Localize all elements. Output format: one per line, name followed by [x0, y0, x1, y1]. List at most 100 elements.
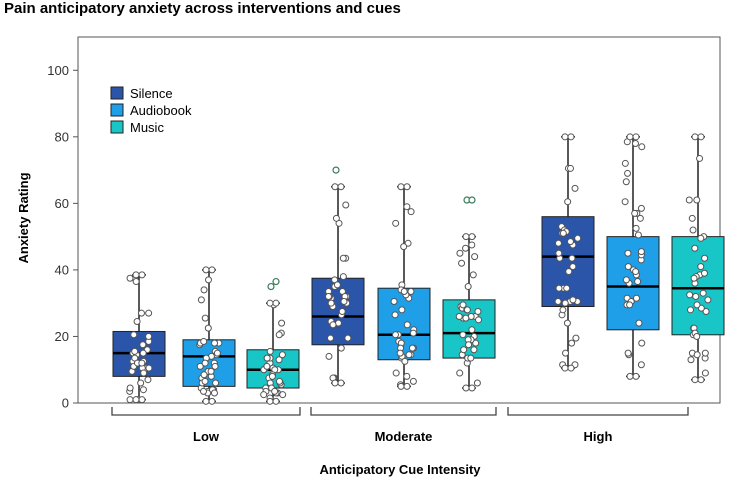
data-point	[624, 249, 632, 257]
data-point	[137, 309, 145, 317]
data-point	[693, 301, 701, 309]
data-point	[462, 233, 470, 241]
data-point	[139, 386, 147, 394]
data-point	[468, 384, 476, 392]
data-point	[559, 229, 567, 237]
data-point	[401, 357, 409, 365]
data-point	[333, 281, 341, 289]
data-point	[470, 346, 478, 354]
box-music-low	[246, 277, 300, 405]
data-point	[632, 268, 640, 276]
legend-swatch	[110, 103, 124, 117]
data-point	[200, 387, 208, 395]
data-point	[687, 356, 695, 364]
box-iqr	[671, 236, 725, 336]
box-iqr	[182, 339, 236, 387]
data-point	[563, 284, 571, 292]
data-point	[396, 349, 404, 357]
data-point	[637, 248, 645, 256]
data-point	[701, 349, 709, 357]
data-point	[397, 382, 405, 390]
box-iqr	[606, 236, 660, 331]
group-label-low: Low	[193, 429, 220, 444]
data-point	[400, 243, 408, 251]
data-point	[339, 254, 347, 262]
bracket-low: Low	[111, 407, 301, 444]
data-point	[205, 276, 213, 284]
data-point	[473, 379, 481, 387]
data-point	[272, 397, 280, 405]
data-point	[624, 263, 632, 271]
data-point	[462, 244, 470, 252]
group-brackets: Low Moderate High	[111, 407, 689, 444]
data-point	[204, 324, 212, 332]
y-tick-label-80: 80	[55, 129, 69, 144]
data-point	[266, 397, 274, 405]
y-tick-label-20: 20	[55, 329, 69, 344]
box-audiobook-high	[606, 133, 660, 380]
data-point	[633, 294, 641, 302]
data-point	[691, 376, 699, 384]
data-point	[632, 372, 640, 380]
data-point	[691, 244, 699, 252]
data-point	[561, 364, 569, 372]
data-point	[635, 319, 643, 327]
data-point	[337, 183, 345, 191]
data-point	[567, 133, 575, 141]
data-point	[700, 269, 708, 277]
data-point	[196, 362, 204, 370]
data-point	[691, 133, 699, 141]
data-point	[208, 266, 216, 274]
data-point	[696, 154, 704, 162]
data-point	[568, 339, 576, 347]
data-point	[126, 384, 134, 392]
data-point	[130, 331, 138, 339]
data-point	[562, 349, 570, 357]
box-audiobook-moderate	[377, 183, 431, 390]
box-series	[112, 133, 725, 405]
legend-label: Silence	[130, 86, 173, 101]
data-point	[131, 347, 139, 355]
y-tick-label-100: 100	[47, 63, 69, 78]
box-silence-high	[541, 133, 595, 372]
data-point	[701, 369, 709, 377]
data-point	[559, 306, 567, 314]
data-point	[202, 397, 210, 405]
data-point	[266, 347, 274, 355]
legend-item-silence: Silence	[110, 86, 173, 101]
data-point	[555, 249, 563, 257]
data-point	[327, 299, 335, 307]
data-point	[474, 308, 482, 315]
outlier-point	[272, 277, 280, 286]
legend-swatch	[110, 120, 124, 134]
data-point	[567, 364, 575, 372]
data-point	[332, 214, 340, 222]
data-point	[460, 346, 468, 354]
data-point	[563, 319, 571, 327]
data-point	[137, 379, 145, 387]
data-point	[272, 299, 280, 307]
data-point	[337, 379, 345, 387]
data-point	[138, 359, 146, 367]
data-point	[626, 301, 634, 309]
data-point	[145, 364, 153, 372]
data-point	[638, 339, 646, 347]
data-point	[400, 288, 408, 296]
data-point	[211, 362, 219, 370]
data-point	[132, 271, 140, 279]
data-point	[126, 274, 134, 282]
data-point	[631, 139, 639, 147]
data-point	[279, 391, 287, 399]
box-audiobook-low	[182, 266, 236, 405]
data-point	[471, 253, 479, 261]
data-point	[331, 379, 339, 387]
data-point	[409, 377, 417, 385]
outlier-point	[468, 196, 476, 204]
bracket-line	[310, 407, 497, 416]
data-point	[464, 283, 472, 291]
legend-swatch	[110, 86, 124, 100]
data-point	[271, 387, 279, 395]
data-point	[465, 341, 473, 349]
data-point	[145, 332, 153, 340]
data-point	[407, 288, 415, 296]
